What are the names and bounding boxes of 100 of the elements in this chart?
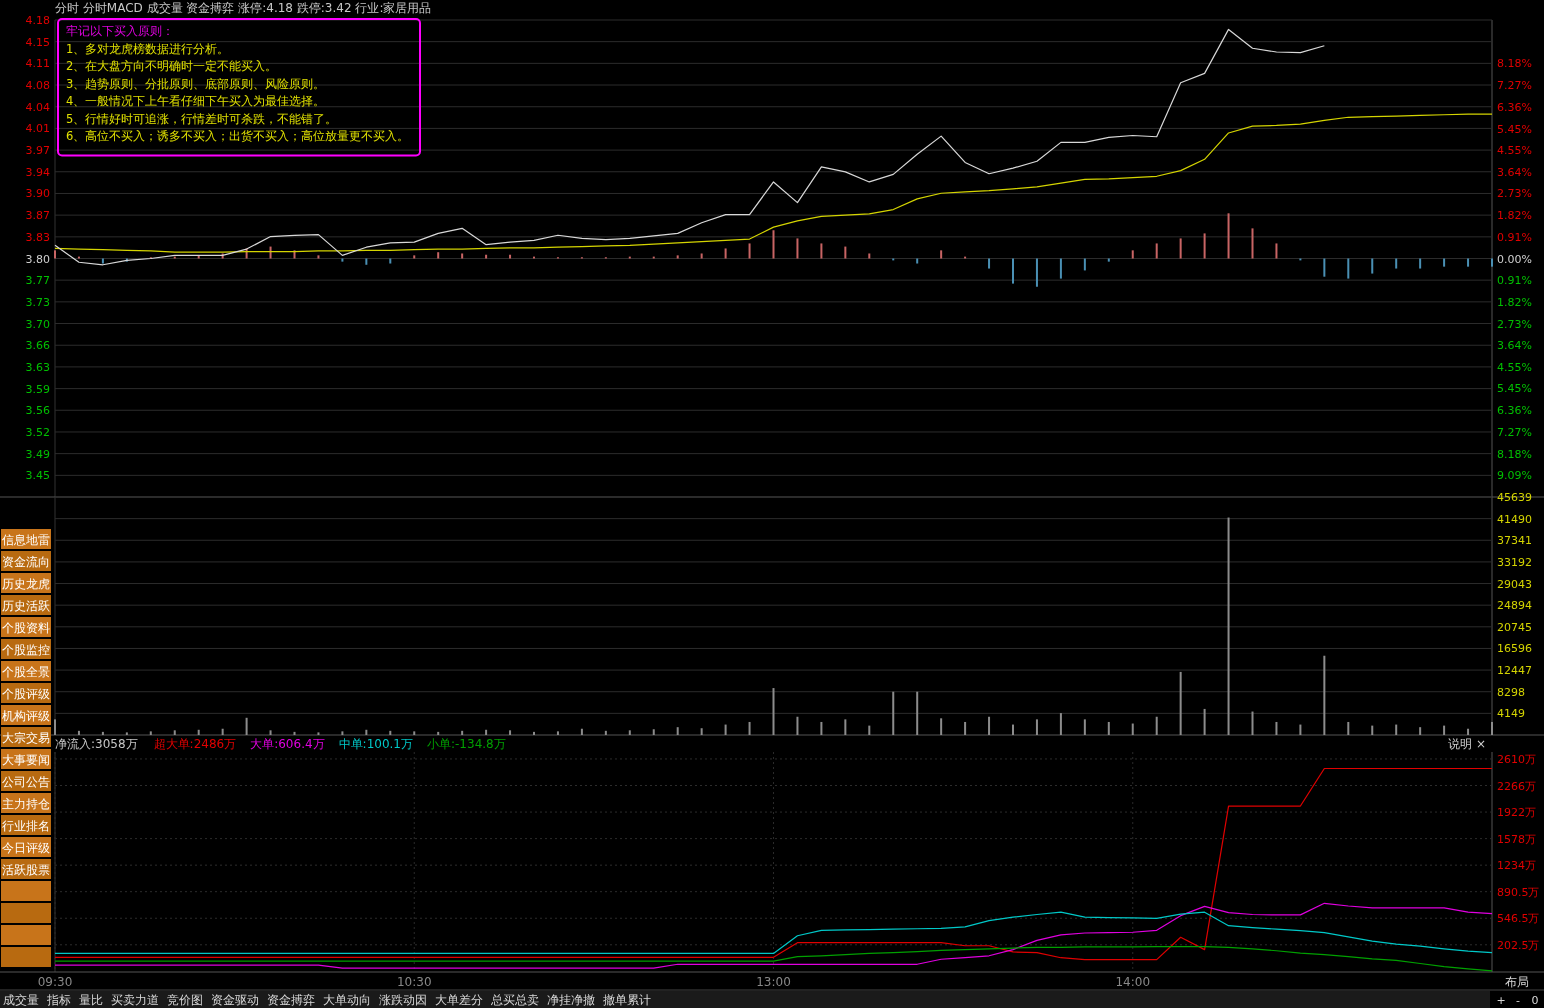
y-tick-label: 29043 [1497, 577, 1532, 591]
text: 个股监控 [2, 643, 50, 657]
y-tick-label: 3.56 [25, 404, 50, 418]
bar [1059, 258, 1062, 279]
bar [1371, 258, 1374, 274]
y-tick-label: 4.01 [25, 122, 50, 136]
annotation: 牢记以下买入原则： [66, 24, 174, 38]
y-tick-label: 3.94 [25, 165, 50, 179]
y2-tick-label: 6.36% [1497, 404, 1532, 418]
text: 今日评级 [2, 841, 50, 855]
bar [1107, 721, 1110, 735]
text: 活跃股票 [2, 863, 50, 877]
bar [1419, 727, 1422, 735]
bar [1491, 721, 1493, 735]
y2-tick-label: 8.18% [1497, 57, 1532, 71]
x-tick-label: 09:30 [37, 975, 73, 989]
bar [820, 721, 823, 735]
bar [940, 250, 943, 259]
x-tick-label: 14:00 [1115, 975, 1151, 989]
y-tick-label: 546.5万 [1497, 912, 1540, 926]
y-tick-label: 3.80 [25, 252, 50, 266]
text: 小单:-134.8万 [427, 737, 506, 751]
bar [748, 243, 751, 259]
bar [724, 724, 727, 735]
line-series [54, 113, 1493, 253]
bar [1035, 258, 1038, 287]
bar [269, 246, 272, 259]
text: 买卖力道 [111, 993, 159, 1007]
y-tick-label: 3.83 [25, 230, 50, 244]
bar [173, 730, 176, 735]
y2-tick-label: 4.55% [1497, 143, 1532, 157]
bar [700, 253, 703, 259]
bar [916, 691, 919, 735]
bar [700, 728, 703, 735]
bar [988, 258, 991, 269]
y-tick-label: 3.63 [25, 360, 50, 374]
y-tick-label: 890.5万 [1497, 885, 1540, 899]
y2-tick-label: 6.36% [1497, 100, 1532, 114]
text: 大事要闻 [2, 753, 50, 767]
bar [940, 718, 943, 735]
y2-tick-label: 7.27% [1497, 425, 1532, 439]
y-tick-label: 37341 [1497, 534, 1532, 548]
bar [1299, 724, 1302, 735]
y-tick-label: 1922万 [1497, 806, 1536, 820]
bar [1251, 711, 1254, 735]
annotation: 4、一般情况下上午看仔细下午买入为最佳选择。 [66, 94, 326, 108]
bar [509, 730, 512, 735]
text: 大单动向 [323, 993, 371, 1007]
bar [101, 258, 104, 264]
text: 0 [1531, 994, 1539, 1007]
y-tick-label: 16596 [1497, 642, 1532, 656]
bar [844, 246, 847, 259]
bar [820, 243, 823, 259]
y2-tick-label: 2.73% [1497, 317, 1532, 331]
annotation: 5、行情好时可追涨，行情差时可杀跌，不能错了。 [66, 111, 338, 126]
bar [796, 238, 799, 259]
bar [964, 721, 967, 735]
text: 成交量 [3, 993, 39, 1007]
annotation: 1、多对龙虎榜数据进行分析。 [66, 41, 230, 56]
bar [1275, 243, 1278, 259]
y2-tick-label: 4.55% [1497, 361, 1532, 375]
y-tick-label: 4149 [1497, 707, 1525, 721]
y-tick-label: 1578万 [1497, 832, 1536, 846]
bar [1059, 713, 1062, 735]
text: 布局 [1505, 975, 1529, 989]
bar [1035, 719, 1038, 735]
y2-tick-label: 5.45% [1497, 122, 1532, 136]
y2-tick-label: 5.45% [1497, 382, 1532, 396]
bar [509, 254, 512, 259]
chart-title: 分时 分时MACD 成交量 资金搏弈 涨停:4.18 跌停:3.42 行业:家居用品 [55, 1, 432, 15]
y-tick-label: 3.70 [25, 317, 50, 331]
bar [1203, 708, 1206, 735]
bar [77, 730, 80, 735]
chart-title: 净流入:3058万 [55, 737, 138, 751]
y2-tick-label: 0.91% [1497, 230, 1532, 244]
bar [1371, 725, 1374, 735]
bar [365, 729, 368, 735]
y2-tick-label: 1.82% [1497, 209, 1532, 223]
bar [1467, 258, 1470, 267]
text: 资金流向 [2, 555, 50, 569]
bar [245, 717, 248, 735]
y-tick-label: 3.45 [25, 469, 50, 483]
bar [533, 731, 535, 735]
line-series [54, 767, 1493, 961]
y-tick-label: 4.11 [25, 57, 50, 71]
text: 公司公告 [2, 775, 50, 789]
y2-tick-label: 8.18% [1497, 447, 1532, 461]
bar [461, 730, 464, 735]
y2-tick-label: 0.91% [1497, 274, 1532, 288]
bar [413, 731, 416, 735]
bar [461, 253, 464, 259]
y-tick-label: 33192 [1497, 555, 1532, 569]
text: 行业排名 [2, 819, 50, 833]
bar [1419, 258, 1422, 269]
line-series [54, 945, 1493, 972]
y2-tick-label: 3.64% [1497, 339, 1532, 353]
bar [868, 725, 871, 735]
bar [1323, 258, 1326, 277]
bar [125, 732, 128, 735]
text: 量比 [79, 993, 103, 1007]
